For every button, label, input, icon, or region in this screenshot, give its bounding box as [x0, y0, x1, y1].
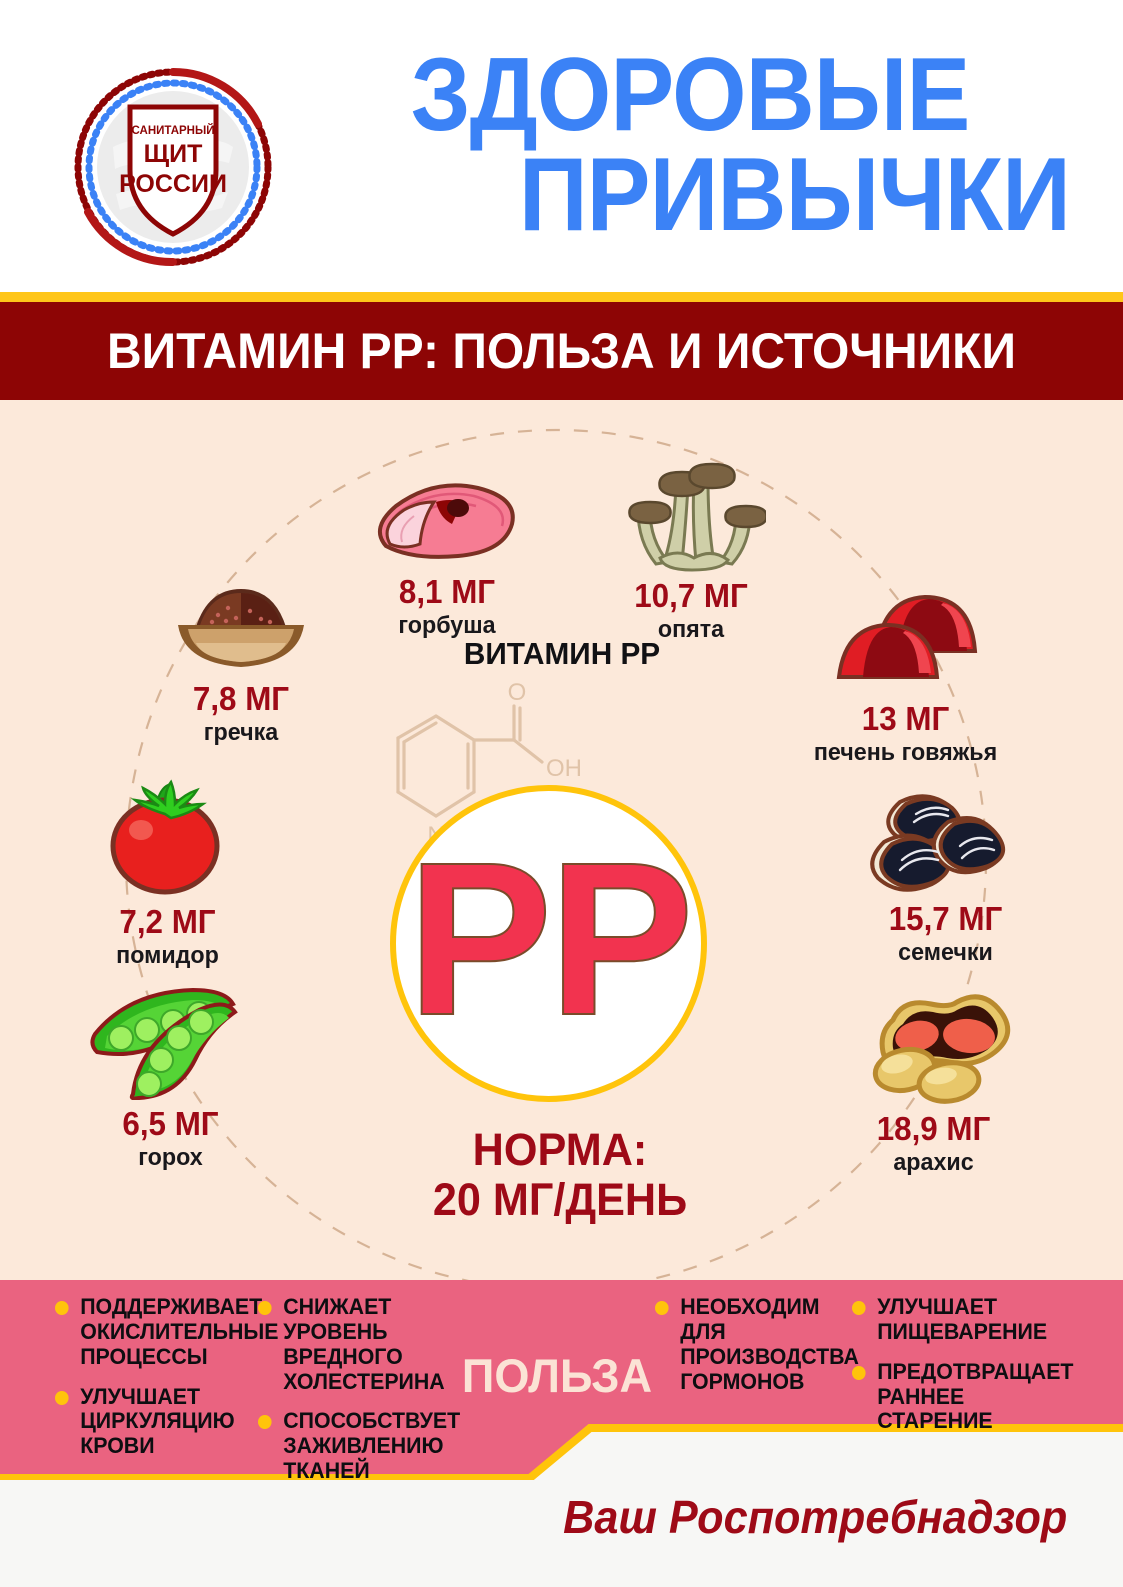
peanuts-icon	[826, 990, 1041, 1110]
food-item-buckwheat: 7,8 МГ гречка	[126, 575, 356, 746]
food-item-salmon: 8,1 МГ горбуша	[332, 468, 562, 639]
food-amount: 18,9 МГ	[876, 1110, 991, 1147]
logo-line1: САНИТАРНЫЙ	[132, 124, 215, 137]
bullet-dot-icon	[852, 1365, 866, 1380]
top-divider-rule	[0, 292, 1123, 302]
food-name: семечки	[898, 938, 993, 966]
bullet-dot-icon	[55, 1390, 69, 1405]
tomato-icon	[60, 778, 275, 903]
page-title: ЗДОРОВЫЕ ПРИВЫЧКИ	[343, 37, 1071, 276]
section-banner-title: ВИТАМИН РР: ПОЛЬЗА И ИСТОЧНИКИ	[107, 323, 1016, 379]
molecule-o-label: O	[508, 680, 527, 706]
benefit-text: УЛУЧШАЕТ ПИЩЕВАРЕНИЕ	[877, 1294, 1048, 1344]
brand-line-2: ПРИВЫЧКИ	[518, 136, 1071, 253]
pp-badge: PP	[390, 785, 707, 1102]
benefits-heading: ПОЛЬЗА	[461, 1349, 653, 1402]
food-name: печень говяжья	[813, 738, 998, 766]
food-item-beef-liver: 13 МГ печень говяжья	[778, 585, 1033, 766]
bullet-dot-icon	[655, 1301, 669, 1315]
benefit-text: СНИЖАЕТ УРОВЕНЬ ВРЕДНОГО ХОЛЕСТЕРИНА	[283, 1294, 445, 1394]
daily-norm-line-2: 20 МГ/ДЕНЬ	[432, 1174, 688, 1226]
food-amount: 8,1 МГ	[398, 573, 496, 610]
beef-liver-icon	[778, 585, 1033, 700]
benefit-text: УЛУЧШАЕТ ЦИРКУЛЯЦИЮ КРОВИ	[80, 1383, 235, 1459]
mushrooms-icon	[576, 462, 806, 577]
food-item-tomato: 7,2 МГ помидор	[60, 778, 275, 969]
logo-line3: РОССИИ	[119, 170, 227, 198]
daily-norm: НОРМА: 20 МГ/ДЕНЬ	[339, 1124, 781, 1226]
benefit-item: УЛУЧШАЕТ ЦИРКУЛЯЦИЮ КРОВИ	[55, 1383, 264, 1460]
pp-badge-label: PP	[406, 817, 695, 1061]
pea-pods-icon	[63, 980, 278, 1105]
logo-line2: ЩИТ	[144, 140, 203, 168]
bullet-dot-icon	[258, 1415, 272, 1430]
benefits-column-1: ПОДДЕРЖИВАЕТ ОКИСЛИТЕЛЬНЫЕ ПРОЦЕССЫ УЛУЧ…	[55, 1294, 278, 1474]
food-amount: 15,7 МГ	[888, 900, 1003, 937]
food-amount: 7,8 МГ	[192, 680, 290, 717]
food-name: опята	[657, 615, 725, 643]
buckwheat-bowl-icon	[126, 575, 356, 680]
brand-line-1: ЗДОРОВЫЕ	[410, 37, 971, 153]
benefit-text: СПОСОБСТВУЕТ ЗАЖИВЛЕНИЮ ТКАНЕЙ	[283, 1408, 461, 1484]
food-name: арахис	[893, 1148, 974, 1176]
food-amount: 10,7 МГ	[634, 577, 748, 614]
center-vitamin-label: ВИТАМИН РР	[463, 636, 661, 671]
food-item-sunflower-seeds: 15,7 МГ семечки	[838, 780, 1053, 966]
bullet-dot-icon	[258, 1301, 272, 1315]
benefits-column-2: СНИЖАЕТ УРОВЕНЬ ВРЕДНОГО ХОЛЕСТЕРИНА СПО…	[258, 1294, 473, 1499]
infographic-body: ВИТАМИН РР O OH N	[0, 400, 1123, 1280]
section-banner: ВИТАМИН РР: ПОЛЬЗА И ИСТОЧНИКИ	[0, 302, 1123, 400]
daily-norm-line-1: НОРМА:	[472, 1124, 648, 1175]
benefit-text: ПОДДЕРЖИВАЕТ ОКИСЛИТЕЛЬНЫЕ ПРОЦЕССЫ	[80, 1294, 279, 1369]
sunflower-seeds-icon	[838, 780, 1053, 900]
food-name: горбуша	[398, 611, 496, 639]
benefit-item: НЕОБХОДИМ ДЛЯ ПРОИЗВОДСТВА ГОРМОНОВ	[655, 1294, 859, 1394]
food-item-peanuts: 18,9 МГ арахис	[826, 990, 1041, 1176]
food-item-peas: 6,5 МГ горох	[63, 980, 278, 1171]
page-footer	[0, 1480, 1123, 1587]
benefit-item: ПРЕДОТВРАЩАЕТ РАННЕЕ СТАРЕНИЕ	[852, 1358, 1085, 1435]
food-amount: 7,2 МГ	[119, 903, 216, 940]
footer-signature: Ваш Роспотребнадзор	[562, 1491, 1067, 1543]
molecule-oh-label: OH	[546, 755, 582, 782]
benefits-column-3: НЕОБХОДИМ ДЛЯ ПРОИЗВОДСТВА ГОРМОНОВ	[655, 1294, 865, 1409]
food-name: помидор	[116, 941, 219, 969]
benefits-column-4: УЛУЧШАЕТ ПИЩЕВАРЕНИЕ ПРЕДОТВРАЩАЕТ РАННЕ…	[852, 1294, 1092, 1449]
benefit-item: СНИЖАЕТ УРОВЕНЬ ВРЕДНОГО ХОЛЕСТЕРИНА	[258, 1294, 467, 1394]
benefit-text: ПРЕДОТВРАЩАЕТ РАННЕЕ СТАРЕНИЕ	[877, 1358, 1074, 1434]
benefit-item: УЛУЧШАЕТ ПИЩЕВАРЕНИЕ	[852, 1294, 1085, 1345]
bullet-dot-icon	[852, 1301, 866, 1315]
rospotrebnadzor-logo: САНИТАРНЫЙ ЩИТ РОССИИ	[68, 62, 278, 272]
bullet-dot-icon	[55, 1301, 69, 1315]
benefit-text: НЕОБХОДИМ ДЛЯ ПРОИЗВОДСТВА ГОРМОНОВ	[680, 1294, 859, 1394]
food-item-mushrooms: 10,7 МГ опята	[576, 462, 806, 643]
food-name: гречка	[203, 718, 279, 746]
benefit-item: ПОДДЕРЖИВАЕТ ОКИСЛИТЕЛЬНЫЕ ПРОЦЕССЫ	[55, 1294, 278, 1370]
food-name: горох	[138, 1143, 203, 1171]
salmon-steak-icon	[332, 468, 562, 573]
food-amount: 6,5 МГ	[122, 1105, 219, 1142]
page-header: САНИТАРНЫЙ ЩИТ РОССИИ ЗДОРОВЫЕ ПРИВЫЧКИ	[0, 0, 1123, 292]
benefit-item: СПОСОБСТВУЕТ ЗАЖИВЛЕНИЮ ТКАНЕЙ	[258, 1409, 467, 1484]
food-amount: 13 МГ	[861, 700, 950, 737]
